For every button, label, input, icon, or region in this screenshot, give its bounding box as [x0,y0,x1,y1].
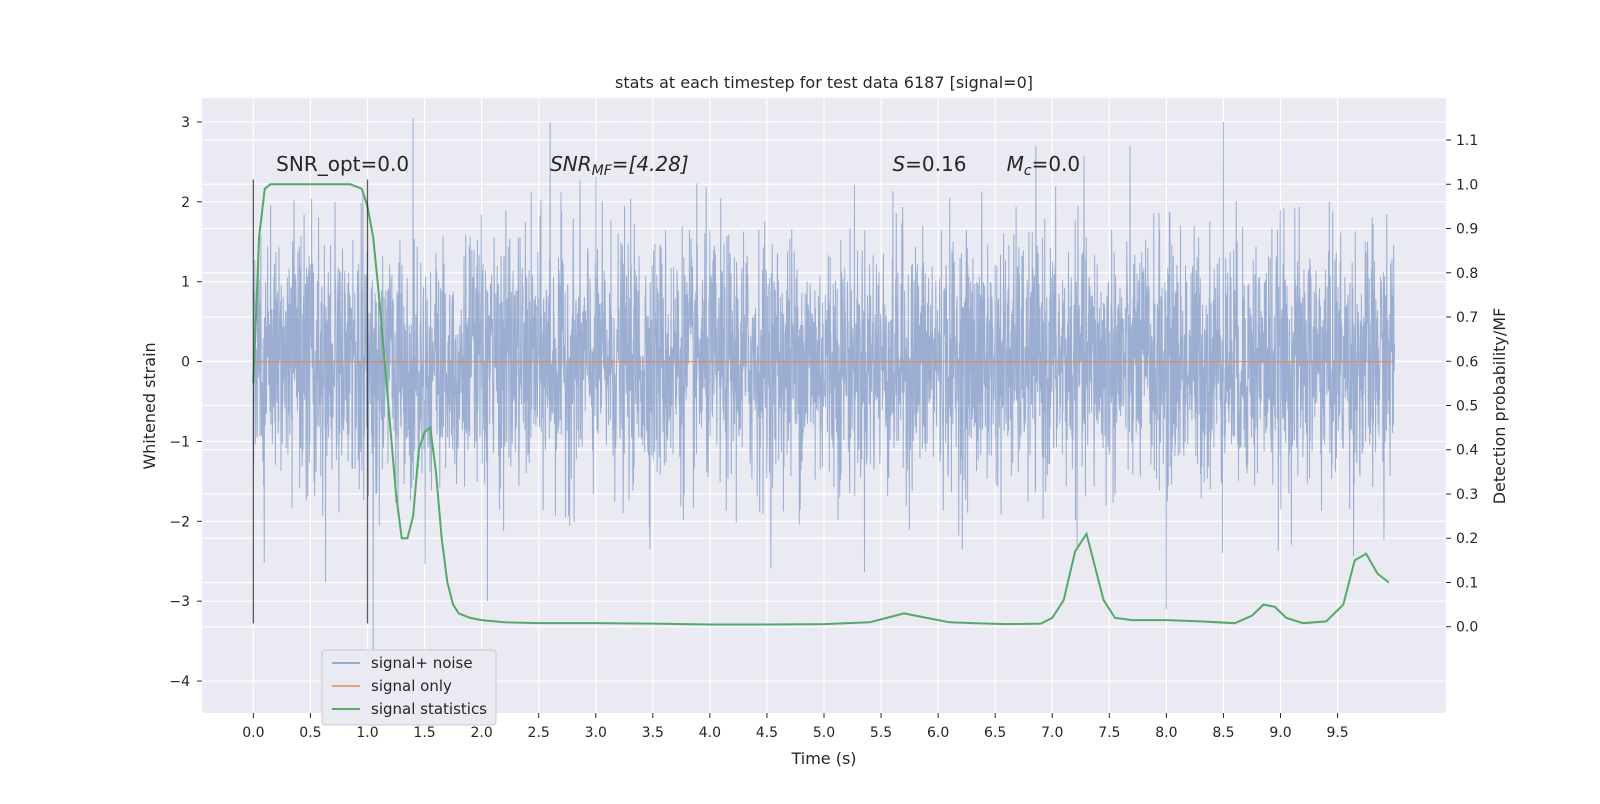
x-tick-label: 0.0 [242,725,264,741]
x-tick-label: 3.0 [585,725,607,741]
y2-tick-label: 0.2 [1456,531,1478,547]
annotation-text: SNRMF=[4.28] [550,152,689,179]
annotation-layer: SNR_opt=0.0 SNRMF=[4.28] S=0.16 Mc=0.0 [276,152,1080,179]
y2-tick-label: 0.0 [1456,620,1478,636]
x-tick-label: 8.0 [1155,725,1177,741]
x-tick-label: 0.5 [299,725,321,741]
legend-frame [321,649,497,726]
y-tick-label: −1 [169,434,190,450]
x-tick-label: 6.0 [927,725,949,741]
y-tick-label: −2 [169,514,190,530]
y2-tick-label: 1.1 [1456,133,1478,149]
axis-layer: 0.0 0.5 1.0 1.5 2.0 2.5 3.0 3.5 4.0 4.5 5.0 5.5 6.0 6… [169,115,1478,741]
y2-tick-label: 0.5 [1456,399,1478,415]
y2-tick-label: 0.3 [1456,487,1478,503]
y-tick-label: 0 [181,355,190,371]
x-tick-label: 7.0 [1041,725,1063,741]
x-tick-label: 1.0 [356,725,378,741]
vline-layer [252,179,369,624]
annotation-text: SNR_opt=0.0 [276,152,409,176]
x-tick-label: 9.5 [1326,725,1348,741]
x-tick-label: 2.0 [470,725,492,741]
y2-tick-label: 0.9 [1456,222,1478,238]
legend-label-signal-only: signal only [371,677,452,695]
y2-tick-label: 0.4 [1456,443,1478,459]
x-tick-label: 4.5 [756,725,778,741]
x-tick-label: 5.5 [870,725,892,741]
x-tick-label: 7.5 [1098,725,1120,741]
series-signal-statistics [252,183,1390,626]
x-tick-label: 4.0 [699,725,721,741]
legend-label-signal-noise: signal+ noise [371,654,473,672]
x-tick-label: 1.5 [413,725,435,741]
series-signal-noise [252,117,1396,650]
y-tick-label: −3 [169,594,190,610]
y2-tick-label: 0.1 [1456,575,1478,591]
y-tick-label: 2 [181,195,190,211]
y-tick-label: 3 [181,115,190,131]
y2-axis-label: Detection probability/MF [1490,308,1509,505]
x-tick-label: 9.0 [1269,725,1291,741]
x-tick-label: 6.5 [984,725,1006,741]
x-tick-label: 3.5 [642,725,664,741]
annotation-text: Mc=0.0 [1007,152,1081,179]
y2-tick-label: 0.8 [1456,266,1478,282]
y-tick-label: 1 [181,275,190,291]
series-layer [252,183,1395,626]
y2-tick-label: 1.0 [1456,177,1478,193]
chart-title: stats at each timestep for test data 618… [615,73,1033,92]
x-tick-label: 5.0 [813,725,835,741]
y2-tick-label: 0.7 [1456,310,1478,326]
legend-label-signal-statistics: signal statistics [371,700,487,718]
legend: signal+ noise signal only signal statist… [321,649,497,726]
y-tick-label: −4 [169,674,190,690]
x-tick-label: 8.5 [1212,725,1234,741]
noise-series-layer [252,117,1396,650]
annotation-text: S=0.16 [892,152,966,176]
x-tick-label: 2.5 [528,725,550,741]
x-axis-label: Time (s) [790,749,856,768]
y-axis-label: Whitened strain [140,342,159,469]
y2-tick-label: 0.6 [1456,354,1478,370]
